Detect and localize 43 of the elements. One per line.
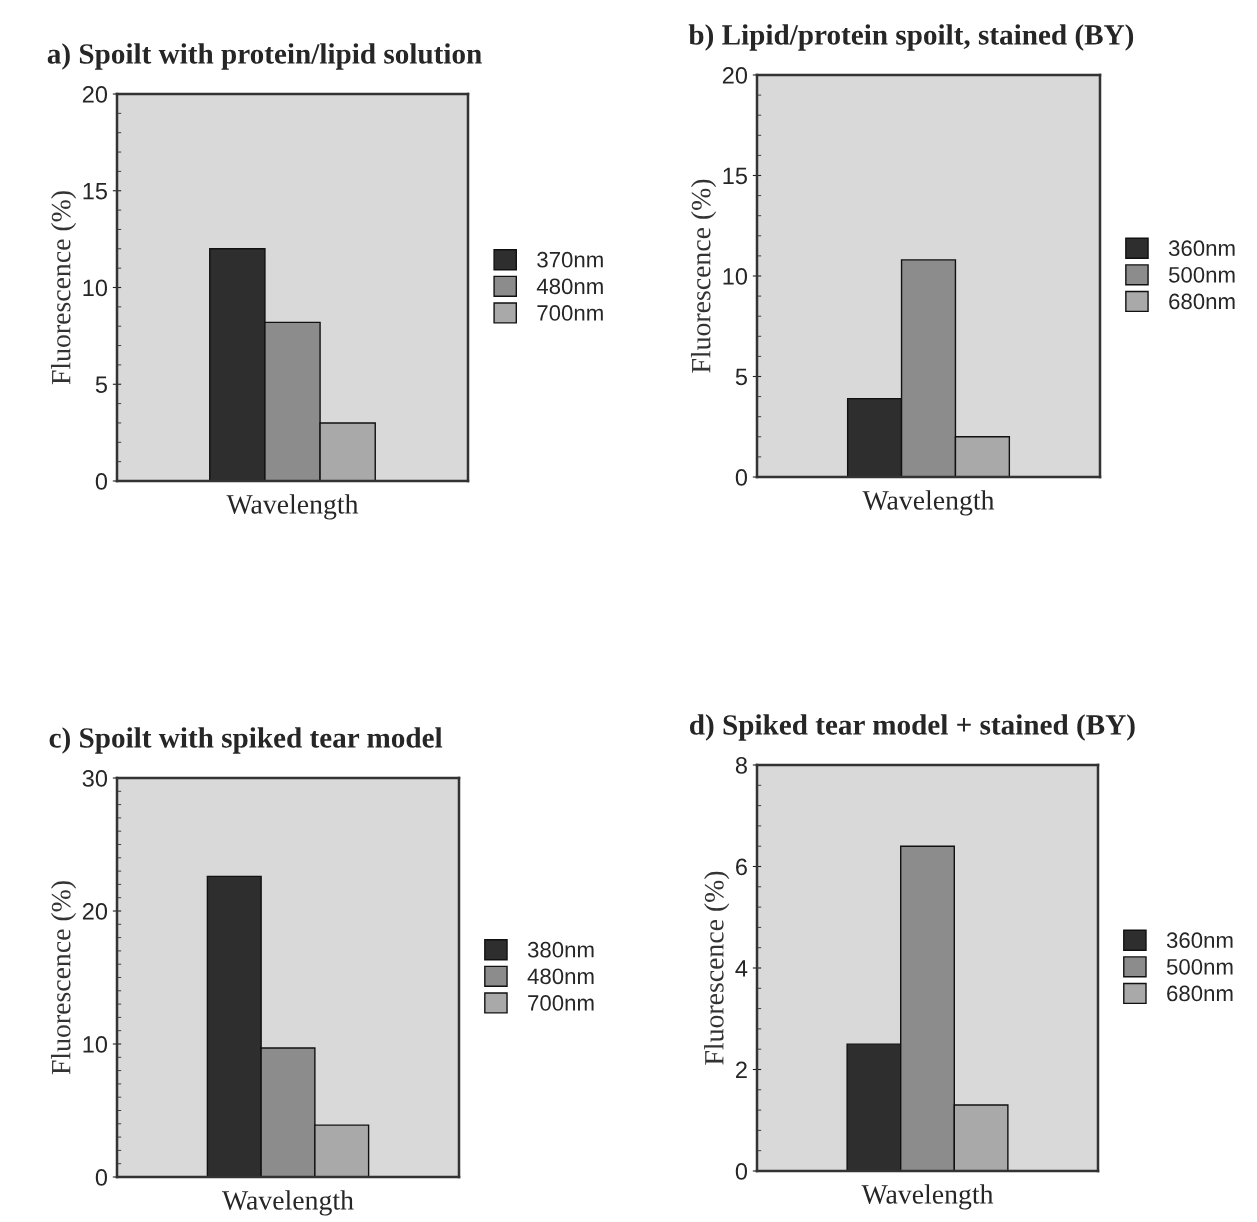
y-axis-title: Fluorescence (%) xyxy=(704,871,730,1065)
y-axis-title: Fluorescence (%) xyxy=(50,881,77,1075)
y-tick-label: 30 xyxy=(82,770,108,787)
y-tick-label: 6 xyxy=(736,858,747,876)
legend-label: 680nm xyxy=(1167,985,1233,1002)
y-tick-label: 0 xyxy=(735,1163,748,1180)
legend-label: 700nm xyxy=(537,305,603,321)
y-tick-label: 4 xyxy=(735,960,748,977)
legend-label: 700nm xyxy=(528,995,594,1011)
x-axis-title: Wavelength xyxy=(226,494,359,520)
y-axis-title: Fluorescence (%) xyxy=(690,179,717,373)
y-tick-label: 0 xyxy=(735,469,748,486)
y-tick-label: 2 xyxy=(736,1061,747,1079)
legend-label: 500nm xyxy=(1166,958,1233,975)
y-tick-label: 10 xyxy=(83,1036,108,1053)
chart-title: b) Lipid/protein spoilt, stained (BY) xyxy=(688,24,1134,51)
chart-title: a) Spoilt with protein/lipid solution xyxy=(47,43,482,70)
y-axis-title: Fluorescence (%) xyxy=(50,191,77,385)
y-tick-label: 20 xyxy=(722,67,748,84)
legend-label: 370nm xyxy=(537,251,603,268)
legend-label: 360nm xyxy=(1166,932,1233,949)
y-tick-label: 5 xyxy=(95,376,107,394)
legend-label: 480nm xyxy=(527,968,594,985)
y-tick-label: 15 xyxy=(83,183,107,200)
legend-label: 380nm xyxy=(527,941,594,958)
chart-title: d) Spiked tear model + stained (BY) xyxy=(689,714,1135,741)
y-tick-label: 10 xyxy=(723,268,748,285)
y-tick-label: 20 xyxy=(82,903,108,920)
x-axis-title: Wavelength xyxy=(222,1190,354,1216)
y-tick-label: 0 xyxy=(95,473,108,490)
y-tick-label: 15 xyxy=(723,167,747,185)
y-tick-label: 20 xyxy=(82,86,108,103)
y-tick-label: 8 xyxy=(735,757,747,774)
legend-label: 360nm xyxy=(1168,240,1235,257)
y-tick-label: 5 xyxy=(735,368,747,386)
x-axis-title: Wavelength xyxy=(861,1184,994,1210)
legend-label: 480nm xyxy=(536,278,603,295)
chart-title: c) Spoilt with spiked tear model xyxy=(49,727,443,754)
legend-label: 500nm xyxy=(1168,266,1235,283)
y-tick-label: 0 xyxy=(95,1169,108,1186)
y-tick-label: 10 xyxy=(83,279,108,297)
legend-label: 680nm xyxy=(1169,293,1235,310)
x-axis-title: Wavelength xyxy=(862,490,995,516)
